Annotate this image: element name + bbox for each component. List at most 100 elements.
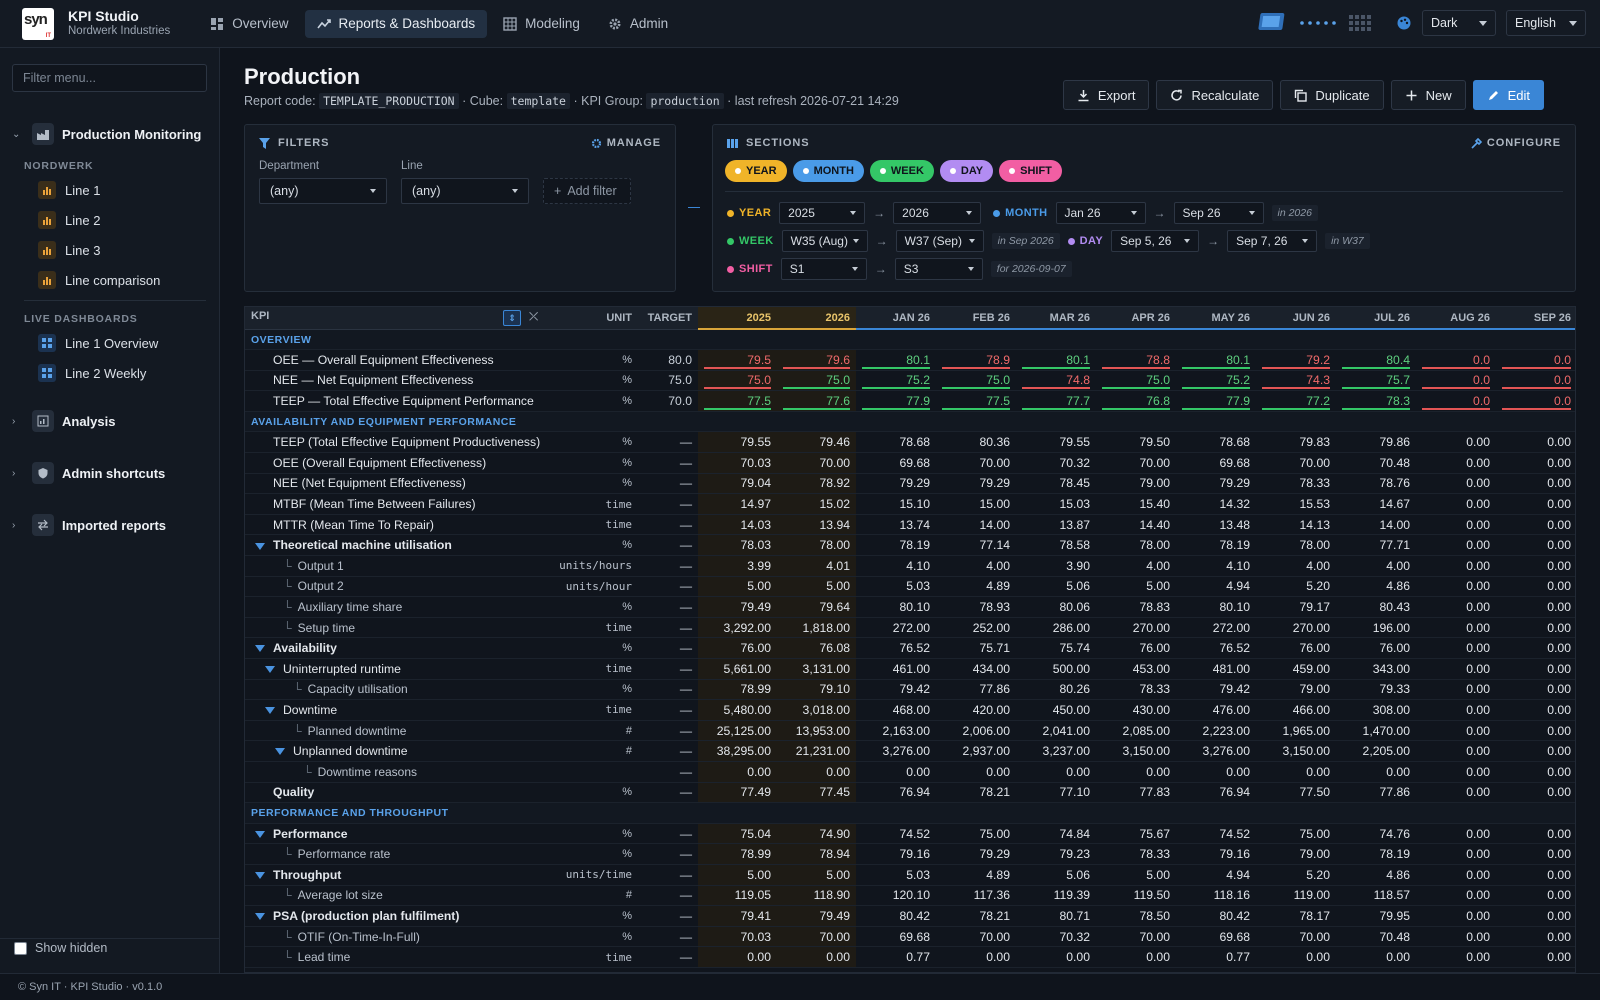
sidebar-item-line-2-weekly[interactable]: Line 2 Weekly [38,361,146,385]
day-to-select[interactable]: Sep 7, 26 [1227,230,1318,252]
value-cell: 79.29 [856,473,936,495]
kpi-name-cell[interactable]: Availability [245,637,548,659]
column-header-month[interactable]: MAR 26 [1016,307,1096,330]
value-cell: 4.00 [1096,555,1176,577]
week-to-select[interactable]: W37 (Sep) [895,230,984,252]
column-header-month[interactable]: FEB 26 [936,307,1016,330]
shift-from-select[interactable]: S1 [780,258,867,280]
sidebar-item-line-3[interactable]: Line 3 [38,238,100,262]
theme-select[interactable]: Dark [1422,10,1496,36]
pill-day[interactable]: DAY [939,160,994,182]
pill-shift[interactable]: SHIFT [999,160,1062,182]
year-to-select[interactable]: 2026 [893,202,982,224]
recalculate-button[interactable]: Recalculate [1156,80,1274,110]
value-cell: 79.55 [1016,431,1096,454]
collapse-toggle-icon[interactable] [265,707,275,715]
pill-month[interactable]: MONTH [792,160,864,182]
collapse-toggle-icon[interactable] [265,666,275,674]
value-cell: 420.00 [936,699,1016,721]
month-from-select[interactable]: Jan 26 [1055,202,1146,224]
column-header-unit[interactable]: UNIT [548,307,638,330]
org-name: Nordwerk Industries [68,24,171,37]
filter-menu-input[interactable]: Filter menu... [12,64,207,92]
sidebar-item-line-1-overview[interactable]: Line 1 Overview [38,331,158,355]
kpi-name-cell[interactable]: Performance [245,823,548,845]
expand-collapse-icon[interactable]: ⇕ ⤫ [503,309,538,326]
export-button[interactable]: Export [1062,80,1150,110]
new-button[interactable]: New [1390,80,1466,110]
kpi-label: Downtime reasons [317,764,418,779]
pill-year[interactable]: YEAR [725,160,787,182]
sidebar-item-line-comparison[interactable]: Line comparison [38,268,160,292]
column-header-target[interactable]: TARGET [638,307,698,330]
value-cell: 77.9 [856,390,936,412]
week-from-select[interactable]: W35 (Aug) [781,230,868,252]
column-header-month[interactable]: JUN 26 [1256,307,1336,330]
tab-overview[interactable]: Overview [198,10,300,38]
kpi-name-cell[interactable]: Downtime [245,699,548,721]
filters-panel: FILTERS MANAGE Department (any) Line (an… [244,124,676,292]
column-header-month[interactable]: JUL 26 [1336,307,1416,330]
collapse-toggle-icon[interactable] [255,913,265,921]
column-header-month[interactable]: AUG 26 [1416,307,1496,330]
tab-admin[interactable]: Admin [596,10,680,38]
value-cell: 119.39 [1016,885,1096,907]
show-hidden-toggle[interactable]: Show hidden [14,941,107,955]
collapse-toggle-icon[interactable] [275,748,285,756]
column-header-kpi[interactable]: KPI ⇕ ⤫ [245,307,548,330]
column-header-year[interactable]: 2025 [698,307,777,330]
value-cell: 4.00 [1256,555,1336,577]
collapse-toggle-icon[interactable] [255,542,265,550]
unit-cell: % [548,679,638,701]
dots-icon [1300,21,1336,25]
value-cell: 0.00 [1496,740,1575,762]
value-cell: 3,018.00 [777,699,856,721]
year-from-select[interactable]: 2025 [779,202,866,224]
configure-sections-button[interactable]: CONFIGURE [1471,137,1561,149]
manage-filters-button[interactable]: MANAGE [591,137,661,149]
checkbox[interactable] [14,941,27,955]
department-select[interactable]: (any) [259,178,387,204]
day-from-select[interactable]: Sep 5, 26 [1111,230,1200,252]
kpi-name-cell[interactable]: PSA (production plan fulfilment) [245,905,548,927]
apps-grid-icon[interactable] [1348,14,1372,32]
swap-icon [32,514,54,536]
column-header-month[interactable]: APR 26 [1096,307,1176,330]
value-cell: 2,041.00 [1016,720,1096,742]
kpi-name-cell[interactable]: Throughput [245,864,548,886]
sidebar-group-imported-reports[interactable]: › Imported reports [0,511,220,539]
collapse-toggle-icon[interactable] [255,872,265,880]
edit-button[interactable]: Edit [1472,80,1544,110]
collapse-toggle-icon[interactable] [255,645,265,653]
sidebar-item-line-2[interactable]: Line 2 [38,208,100,232]
add-filter-button[interactable]: + Add filter [543,178,631,204]
collapse-toggle-icon[interactable] [255,830,265,838]
duplicate-button[interactable]: Duplicate [1280,80,1384,110]
shift-to-select[interactable]: S3 [894,258,983,280]
target-cell: — [638,514,698,536]
column-header-month[interactable]: MAY 26 [1176,307,1256,330]
tab-modeling[interactable]: Modeling [491,10,592,38]
copy-icon [1295,89,1308,102]
pill-week[interactable]: WEEK [869,160,934,182]
kpi-name-cell[interactable]: Unplanned downtime [245,740,548,762]
sidebar-group-analysis[interactable]: › Analysis [0,407,220,435]
kpi-name-cell[interactable]: Uninterrupted runtime [245,658,548,680]
sidebar-item-line-1[interactable]: Line 1 [38,178,100,202]
unit-cell: % [548,637,638,659]
value-cell: 0.00 [1096,761,1176,783]
line-select[interactable]: (any) [401,178,529,204]
syn-it-logo[interactable]: syn IT [22,7,54,40]
column-header-month[interactable]: SEP 26 [1496,307,1575,330]
sidebar-group-admin-shortcuts[interactable]: › Admin shortcuts [0,459,220,487]
column-header-month[interactable]: JAN 26 [856,307,936,330]
tree-elbow-icon: └ [283,929,292,944]
tab-reports-dashboards[interactable]: Reports & Dashboards [304,9,488,38]
value-cell: 0.00 [1496,864,1575,886]
value-cell: 70.00 [1096,926,1176,948]
language-select[interactable]: English [1506,10,1586,36]
sidebar-group-production-monitoring[interactable]: ⌄ Production Monitoring [0,120,220,148]
kpi-name-cell[interactable]: Theoretical machine utilisation [245,534,548,557]
column-header-year[interactable]: 2026 [777,307,856,330]
month-to-select[interactable]: Sep 26 [1173,202,1264,224]
